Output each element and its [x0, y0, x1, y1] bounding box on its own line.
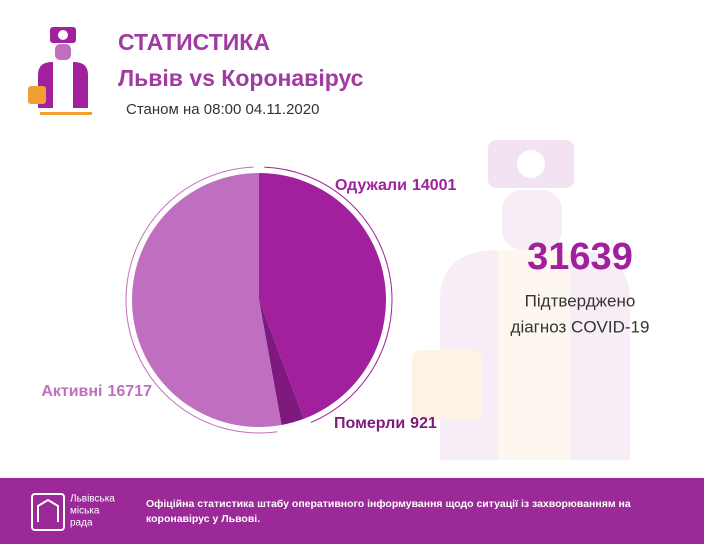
pie-slice: [132, 173, 282, 427]
slice-outline: [125, 166, 278, 434]
slice-label: Померли 921: [334, 415, 437, 432]
slice-category: Померли: [334, 415, 405, 432]
footer-text: Офіційна статистика штабу оперативного і…: [146, 498, 631, 510]
total-value: 31639: [527, 236, 633, 278]
total-caption: Підтверджено: [525, 291, 636, 310]
slice-label: Активні 16717: [41, 383, 152, 400]
slice-outline: [264, 166, 393, 423]
footer-logo: [31, 493, 65, 531]
subtitle: Львів vs Коронавірус: [118, 65, 364, 91]
logo-text: Львівська: [70, 494, 115, 505]
background-illustration: [412, 140, 630, 460]
slice-category: Одужали: [335, 177, 407, 194]
logo-icon: [28, 27, 92, 115]
footer-bar: [0, 478, 704, 544]
slice-value: 16717: [108, 383, 153, 400]
footer-text: коронавірус у Львові.: [146, 513, 260, 525]
slice-value: 14001: [412, 177, 457, 194]
title: СТАТИСТИКА: [118, 29, 270, 55]
total-caption: діагноз COVID-19: [511, 317, 650, 336]
logo-text: міська: [70, 506, 100, 517]
slice-category: Активні: [41, 383, 102, 400]
pie-slice: [259, 300, 304, 425]
slice-value: 921: [410, 415, 437, 432]
pie: Одужали 14001 Померли 921 Активні 16717: [41, 166, 457, 434]
date-note: Станом на 08:00 04.11.2020: [126, 101, 319, 118]
slice-label: Одужали 14001: [335, 177, 457, 194]
logo-text: рада: [70, 518, 93, 529]
pie-slice: [259, 173, 386, 419]
